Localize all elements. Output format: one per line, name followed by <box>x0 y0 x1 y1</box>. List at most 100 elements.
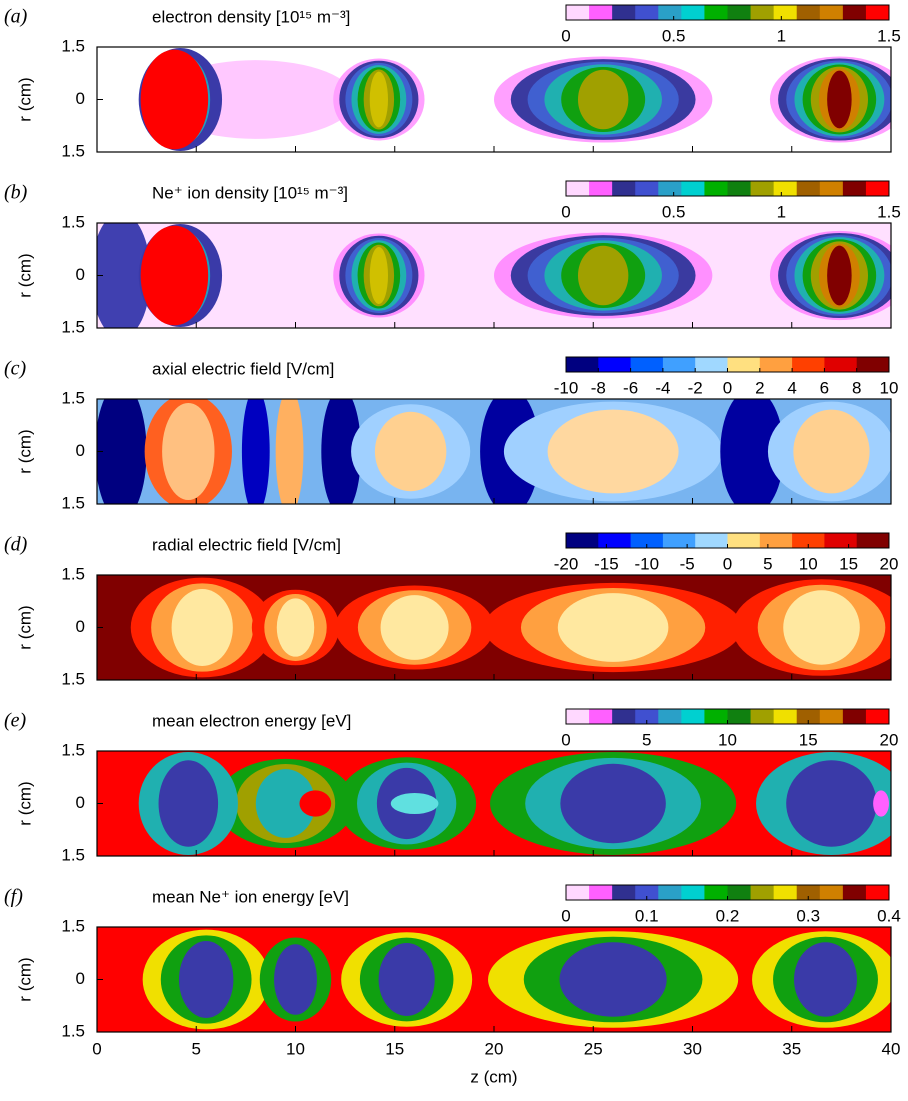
colorbar-swatch <box>704 5 728 20</box>
colorbar-swatch <box>635 709 659 724</box>
colorbar-tick-label: 15 <box>799 730 818 749</box>
colorbar-swatch <box>750 709 775 724</box>
colorbar-swatch <box>792 533 825 548</box>
colorbar-swatch <box>865 885 890 900</box>
colorbar-swatch <box>589 5 613 20</box>
y-axis-label: r (cm) <box>15 77 34 121</box>
colorbar-swatch <box>759 357 793 372</box>
field-region <box>827 245 852 306</box>
colorbar-swatch <box>796 5 821 20</box>
field-region <box>559 942 667 1017</box>
x-tick-label: 40 <box>882 1039 901 1058</box>
y-axis-label: r (cm) <box>15 781 34 825</box>
field-region <box>793 409 870 494</box>
y-tick-label: 1.5 <box>61 669 85 688</box>
chart-title: axial electric field [V/cm] <box>152 359 334 378</box>
y-tick-label: 1.5 <box>61 388 85 407</box>
colorbar-swatch <box>865 181 890 196</box>
panel-label: (d) <box>4 534 28 556</box>
heatmap <box>97 47 891 152</box>
colorbar-swatch <box>842 181 867 196</box>
colorbar-swatch <box>635 5 659 20</box>
colorbar-tick-label: 20 <box>880 730 899 749</box>
x-tick-label: 35 <box>782 1039 801 1058</box>
colorbar-swatch <box>865 5 890 20</box>
field-region <box>140 225 209 326</box>
panel-label: (e) <box>4 710 27 732</box>
colorbar-tick-label: 10 <box>718 730 737 749</box>
colorbar-swatch <box>589 885 613 900</box>
colorbar-swatch <box>842 709 867 724</box>
colorbar-swatch <box>819 5 844 20</box>
colorbar-swatch <box>865 709 890 724</box>
colorbar-swatch <box>662 357 696 372</box>
y-tick-label: 0 <box>76 793 85 812</box>
field-region <box>274 944 317 1015</box>
colorbar-swatch <box>796 885 821 900</box>
chart-title: mean Ne⁺ ion energy [eV] <box>152 887 349 906</box>
colorbar-tick-label: 0 <box>561 202 570 221</box>
colorbar-swatch <box>681 181 705 196</box>
field-region <box>162 402 215 501</box>
y-axis-label: r (cm) <box>15 605 34 649</box>
colorbar-swatch <box>681 709 705 724</box>
heatmap <box>97 575 891 680</box>
y-tick-label: 0 <box>76 969 85 988</box>
x-tick-label: 20 <box>485 1039 504 1058</box>
heatmap <box>97 751 891 856</box>
colorbar-tick-label: 10 <box>880 378 899 397</box>
chart-title: radial electric field [V/cm] <box>152 535 341 554</box>
colorbar-swatch <box>658 5 682 20</box>
y-tick-label: 1.5 <box>61 212 85 231</box>
colorbar-tick-label: 0 <box>723 554 732 573</box>
colorbar-swatch <box>598 533 632 548</box>
colorbar-swatch <box>842 5 867 20</box>
colorbar-swatch <box>658 885 682 900</box>
heatmap <box>97 223 891 328</box>
colorbar-tick-label: 0.2 <box>716 906 740 925</box>
field-region <box>299 790 332 817</box>
colorbar-swatch <box>658 709 682 724</box>
y-tick-label: 1.5 <box>61 916 85 935</box>
panel-label: (f) <box>4 886 23 908</box>
colorbar-tick-label: 4 <box>787 378 796 397</box>
colorbar-swatch <box>630 533 664 548</box>
colorbar-swatch <box>759 533 793 548</box>
colorbar-swatch <box>792 357 825 372</box>
colorbar-swatch <box>773 709 798 724</box>
y-tick-label: 0 <box>76 89 85 108</box>
colorbar-swatch <box>566 5 590 20</box>
field-region <box>557 593 669 662</box>
colorbar-tick-label: 8 <box>852 378 861 397</box>
colorbar-swatch <box>727 885 752 900</box>
field-region <box>374 411 447 492</box>
field-region <box>241 399 270 504</box>
colorbar-swatch <box>612 709 636 724</box>
colorbar-tick-label: 0 <box>561 26 570 45</box>
colorbar-tick-label: -4 <box>655 378 670 397</box>
colorbar-swatch <box>598 357 632 372</box>
y-tick-label: 1.5 <box>61 740 85 759</box>
colorbar-swatch <box>589 709 613 724</box>
heatmap <box>97 927 891 1032</box>
x-axis-label: z (cm) <box>470 1067 517 1086</box>
colorbar-swatch <box>630 357 664 372</box>
colorbar-tick-label: 0.5 <box>662 26 686 45</box>
colorbar-swatch <box>750 5 775 20</box>
colorbar-frame <box>565 4 890 21</box>
colorbar-tick-label: 10 <box>799 554 818 573</box>
colorbar-swatch <box>727 533 761 548</box>
colorbar-swatch <box>856 357 890 372</box>
x-tick-label: 25 <box>584 1039 603 1058</box>
field-region <box>171 589 233 666</box>
colorbar-tick-label: 5 <box>642 730 651 749</box>
y-tick-label: 0 <box>76 617 85 636</box>
y-tick-label: 1.5 <box>61 141 85 160</box>
colorbar-tick-label: 1.5 <box>877 202 901 221</box>
field-region <box>547 409 679 494</box>
y-tick-label: 1.5 <box>61 36 85 55</box>
panel-label: (c) <box>4 358 27 380</box>
colorbar-swatch <box>635 885 659 900</box>
panel-label: (a) <box>4 6 28 28</box>
colorbar-swatch <box>750 181 775 196</box>
